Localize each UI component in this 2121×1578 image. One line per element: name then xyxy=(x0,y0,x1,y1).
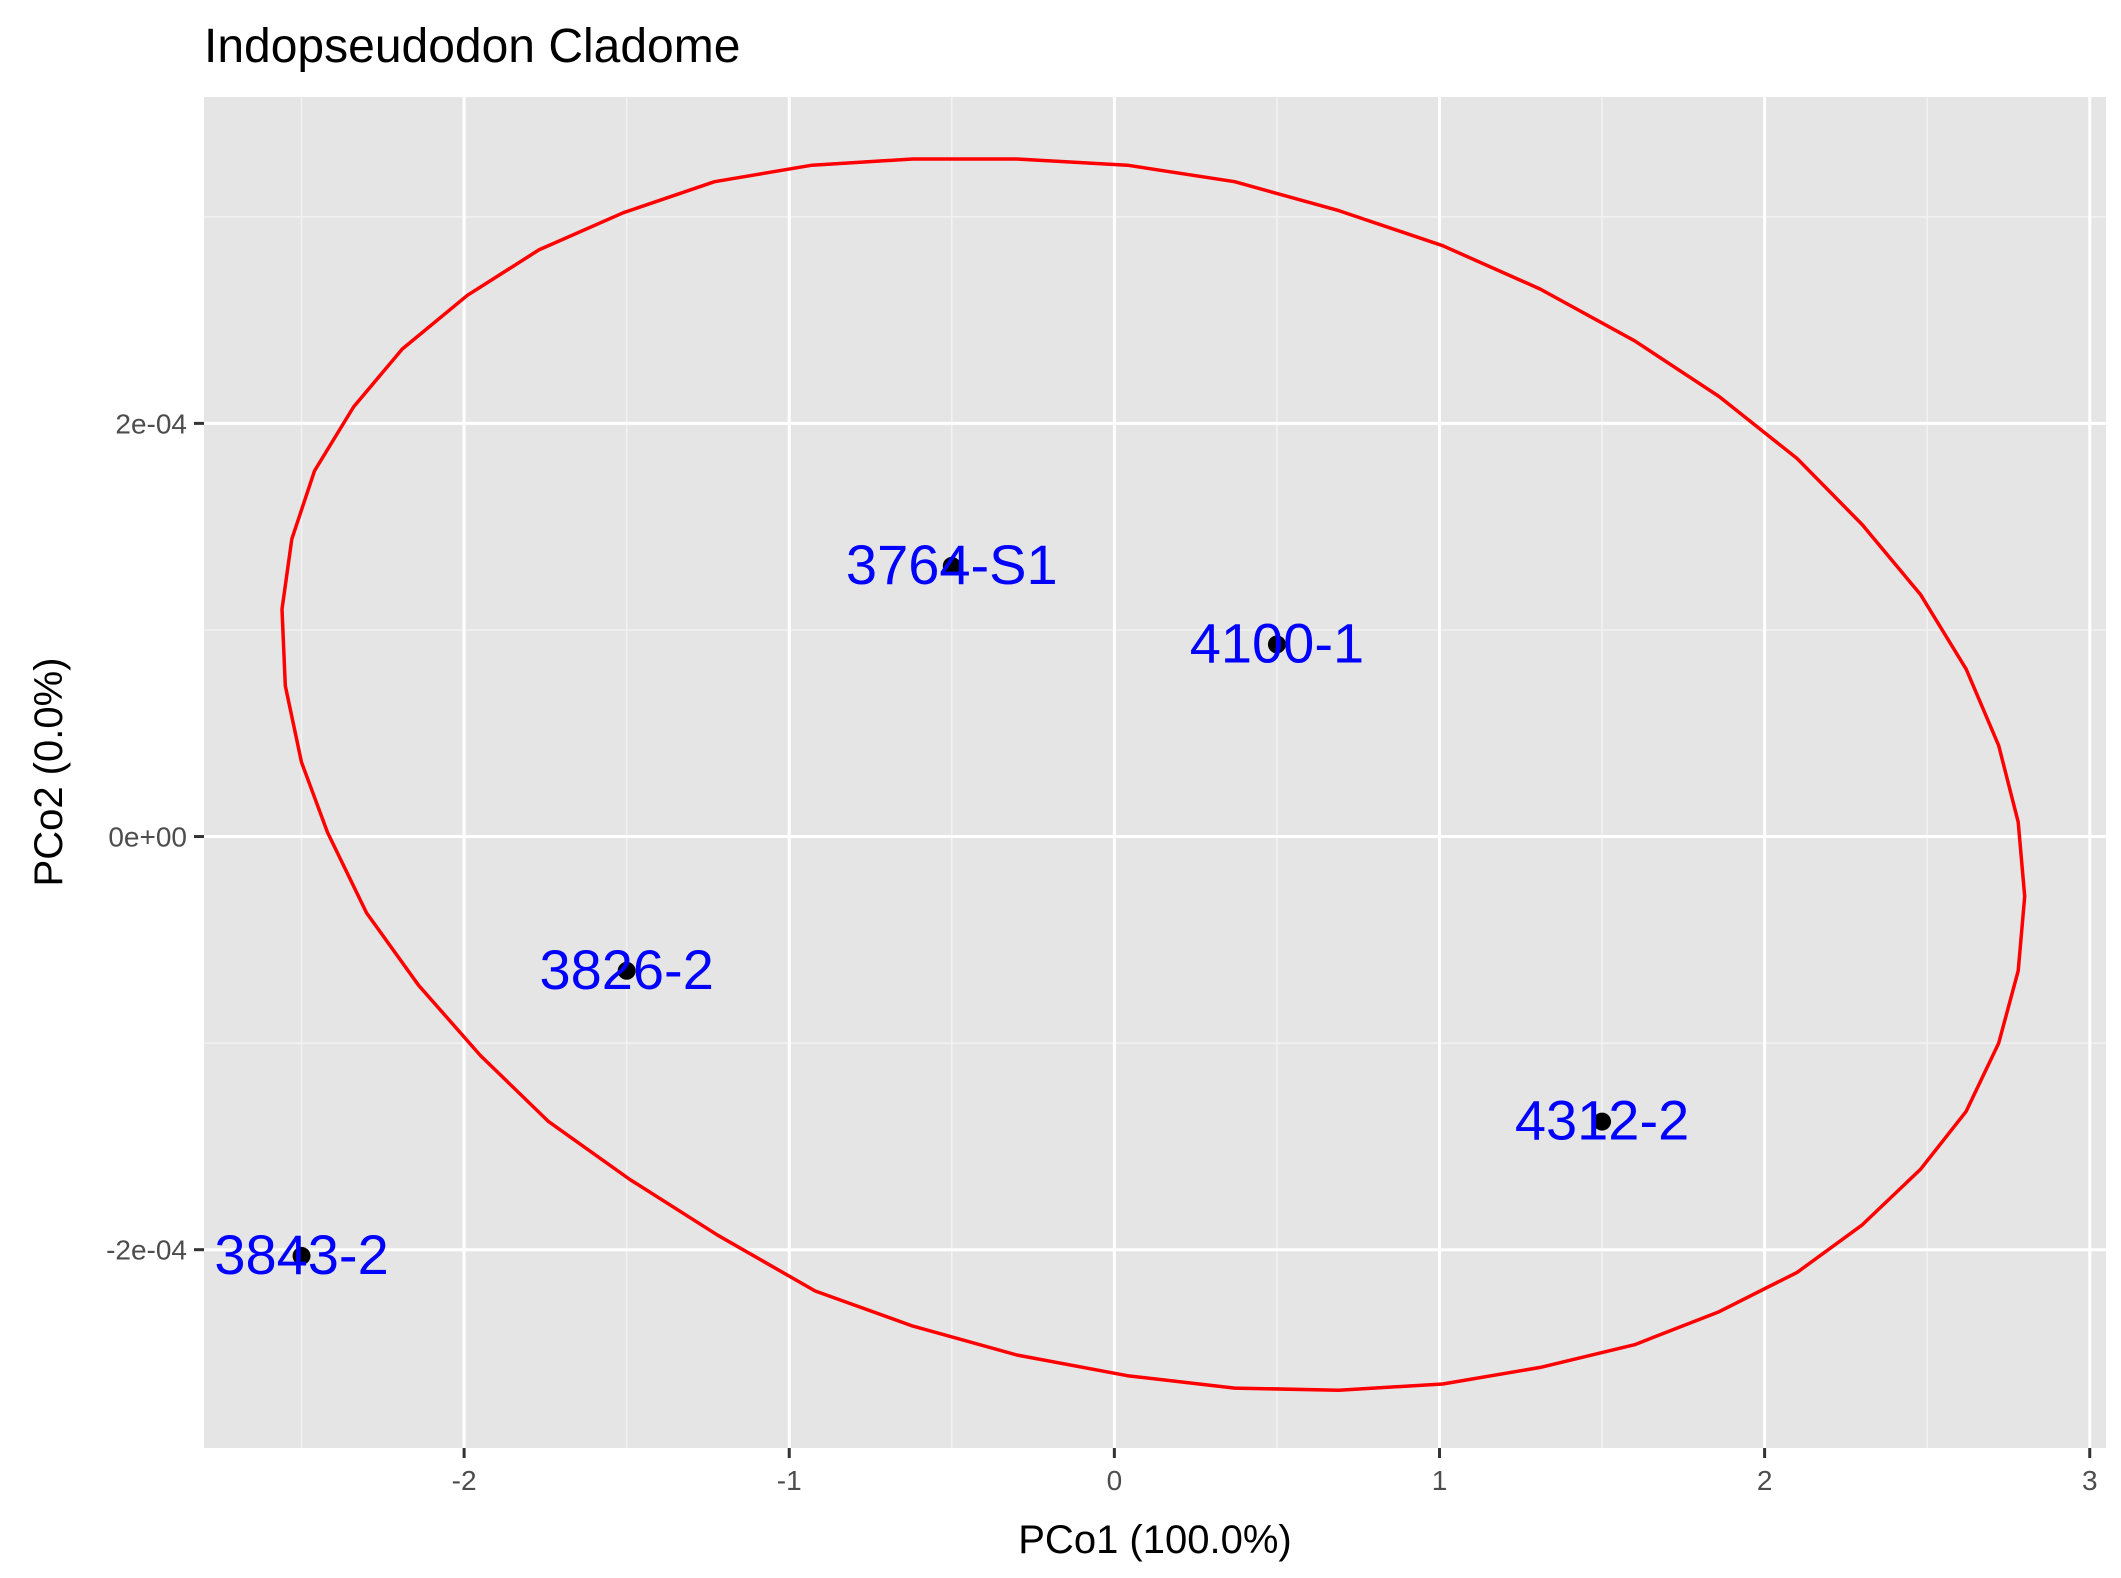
data-point xyxy=(292,1246,311,1265)
data-point xyxy=(1267,635,1286,654)
points-layer xyxy=(292,556,1612,1265)
plot-panel xyxy=(204,97,2106,1448)
point-label: 3826-2 xyxy=(539,938,713,1001)
x-axis-title: PCo1 (100.0%) xyxy=(1018,1518,1291,1562)
x-tick-label: -1 xyxy=(777,1465,802,1496)
chart-title: Indopseudodon Cladome xyxy=(204,20,740,73)
point-label: 3843-2 xyxy=(214,1223,388,1286)
x-tick-label: -2 xyxy=(452,1465,477,1496)
data-point xyxy=(1593,1112,1612,1131)
x-tick-label: 2 xyxy=(1757,1465,1773,1496)
grid-major xyxy=(204,97,2106,1448)
x-tick-label: 3 xyxy=(2082,1465,2098,1496)
confidence-ellipse xyxy=(280,157,2027,1392)
point-labels-layer: 3764-S1 4100-1 3826-2 4312-2 3843-2 xyxy=(214,533,1689,1286)
point-label: 3764-S1 xyxy=(846,533,1058,596)
y-tick-label: 2e-04 xyxy=(115,408,187,439)
y-tick-label: 0e+00 xyxy=(108,822,187,853)
y-tick-label: -2e-04 xyxy=(106,1235,187,1266)
data-point xyxy=(942,556,961,575)
x-tick-label: 1 xyxy=(1432,1465,1448,1496)
y-axis-title: PCo2 (0.0%) xyxy=(27,658,71,887)
point-label: 4100-1 xyxy=(1190,611,1364,674)
grid-minor xyxy=(204,97,2106,1448)
x-axis: -2 -1 0 1 2 3 xyxy=(452,1448,2098,1496)
y-axis: -2e-04 0e+00 2e-04 xyxy=(106,408,204,1266)
data-point xyxy=(617,961,636,980)
x-tick-label: 0 xyxy=(1107,1465,1123,1496)
confidence-ellipse-layer xyxy=(280,157,2027,1392)
point-label: 4312-2 xyxy=(1515,1089,1689,1152)
